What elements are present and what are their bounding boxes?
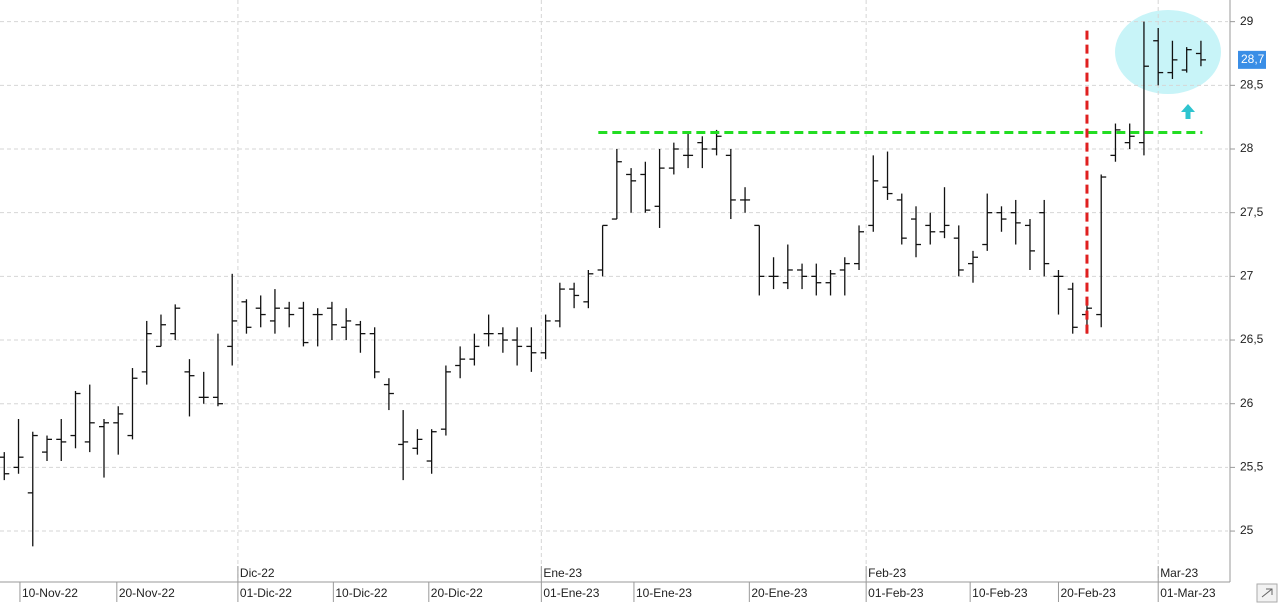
x-tick-label: 10-Feb-23 xyxy=(972,586,1028,600)
x-tick-label: 10-Dic-22 xyxy=(335,586,387,600)
highlight-ellipse xyxy=(1115,10,1221,94)
y-tick-label: 25 xyxy=(1240,523,1254,537)
up-arrow xyxy=(1181,104,1195,119)
x-tick-label: 10-Ene-23 xyxy=(636,586,692,600)
month-tick-label: Feb-23 xyxy=(868,566,906,580)
last-price-label: 28,7 xyxy=(1241,52,1265,66)
x-tick-label: 01-Ene-23 xyxy=(543,586,599,600)
y-tick-label: 29 xyxy=(1240,14,1254,28)
corner-icon xyxy=(1261,588,1273,598)
y-tick-label: 27 xyxy=(1240,269,1254,283)
x-tick-label: 01-Mar-23 xyxy=(1160,586,1216,600)
y-tick-label: 28,5 xyxy=(1240,77,1264,91)
last-price-box xyxy=(1238,50,1266,69)
x-tick-label: 10-Nov-22 xyxy=(22,586,78,600)
y-tick-label: 27,5 xyxy=(1240,205,1264,219)
x-tick-label: 01-Feb-23 xyxy=(868,586,924,600)
month-tick-label: Dic-22 xyxy=(240,566,275,580)
x-tick-label: 20-Dic-22 xyxy=(431,586,483,600)
month-tick-label: Ene-23 xyxy=(543,566,582,580)
y-tick-label: 26,5 xyxy=(1240,332,1264,346)
x-tick-label: 20-Feb-23 xyxy=(1060,586,1116,600)
x-tick-label: 20-Ene-23 xyxy=(751,586,807,600)
month-tick-label: Mar-23 xyxy=(1160,566,1198,580)
y-tick-label: 25,5 xyxy=(1240,460,1264,474)
x-tick-label: 20-Nov-22 xyxy=(119,586,175,600)
y-tick-label: 26 xyxy=(1240,396,1254,410)
x-tick-label: 01-Dic-22 xyxy=(240,586,292,600)
y-tick-label: 28 xyxy=(1240,141,1254,155)
